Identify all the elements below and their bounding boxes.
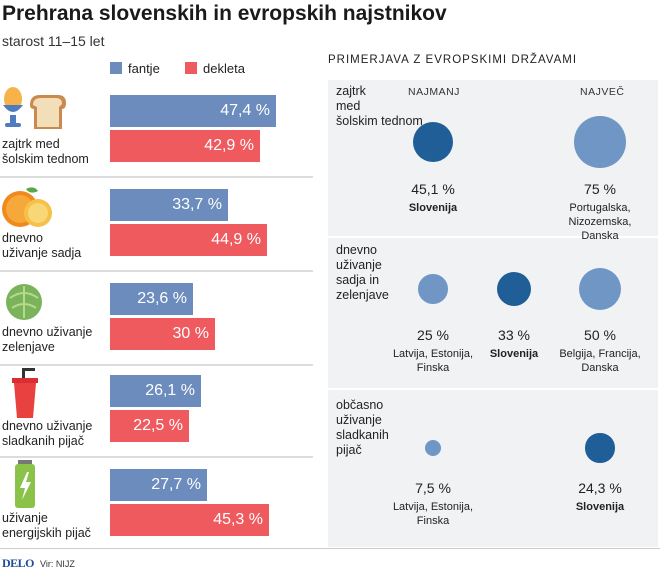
- orange-fruit-icon: [2, 187, 52, 227]
- publisher-logo: DELO: [2, 556, 35, 570]
- category-label-line: energijskih pijač: [2, 526, 91, 540]
- bar-girls: 45,3 %: [110, 504, 269, 536]
- bubble-country-label: Slovenija: [575, 501, 625, 513]
- source-note: Vir: NIJZ: [40, 558, 75, 569]
- bar-girls: 44,9 %: [110, 224, 267, 256]
- legend-label-girls: dekleta: [203, 60, 245, 76]
- bar-value-label: 45,3 %: [213, 511, 263, 528]
- bar-value-label: 22,5 %: [133, 417, 183, 434]
- bubble-value-label: 50 %: [584, 327, 616, 343]
- comparison-divider: [328, 236, 658, 238]
- bubble-value-label: 45,1 %: [411, 181, 455, 197]
- bubble-country-label: Latvija, Estonija, Finska: [392, 348, 474, 374]
- category-label-line: uživanje sadja: [2, 246, 82, 260]
- category-label-line: dnevno uživanje: [2, 325, 93, 339]
- bubble-value-label: 33 %: [498, 327, 530, 343]
- category-label-line: sladkanih pijač: [2, 434, 84, 448]
- bubble-point: [413, 122, 453, 162]
- category-label-line: dnevno uživanje: [2, 419, 93, 433]
- comparison-label-line: občasno: [336, 398, 384, 412]
- category-label-line: šolskim tednom: [2, 152, 89, 166]
- chart-title: Prehrana slovenskih in evropskih najstni…: [2, 2, 447, 25]
- bar-value-label: 47,4 %: [220, 102, 270, 119]
- footer: DELO Vir: NIJZ: [2, 556, 75, 571]
- row-divider: [0, 456, 313, 458]
- category-label-line: dnevno: [2, 231, 44, 245]
- bubble-country-label: Slovenija: [408, 202, 458, 214]
- legend-boys: fantje: [110, 60, 160, 76]
- category-label-vegetables: dnevno uživanje zelenjave: [2, 325, 92, 355]
- bubble-point: [496, 271, 532, 307]
- category-label-fruit: dnevno uživanje sadja: [2, 231, 81, 261]
- legend-swatch-boys: [110, 62, 122, 74]
- category-label-energy-drinks: uživanje energijskih pijač: [2, 511, 91, 541]
- legend-swatch-girls: [185, 62, 197, 74]
- comparison-label-line: dnevno: [336, 243, 378, 257]
- bubble-point: [418, 274, 448, 304]
- bubble-point: [578, 267, 621, 310]
- bar-boys: 47,4 %: [110, 95, 276, 127]
- comparison-label-line: pijač: [336, 443, 362, 457]
- bar-value-label: 27,7 %: [151, 476, 201, 493]
- legend-girls: dekleta: [185, 60, 245, 76]
- column-header-max: NAJVEČ: [580, 86, 625, 98]
- comparison-label-sugary-drinks: občasno uživanje sladkanih pijač: [336, 398, 389, 458]
- comparison-label-line: zajtrk: [336, 84, 366, 98]
- bubble-point: [585, 433, 615, 463]
- column-header-min: NAJMANJ: [408, 86, 460, 98]
- bar-girls: 22,5 %: [110, 410, 189, 442]
- bubble-country-label: Latvija, Estonija, Finska: [392, 501, 474, 527]
- bar-boys: 23,6 %: [110, 283, 193, 315]
- bar-boys: 26,1 %: [110, 375, 201, 407]
- chart-subtitle: starost 11–15 let: [2, 33, 105, 49]
- comparison-label-line: zelenjave: [336, 288, 389, 302]
- bar-value-label: 30 %: [172, 325, 209, 342]
- comparison-label-fruit-veg: dnevno uživanje sadja in zelenjave: [336, 243, 389, 303]
- category-label-breakfast: zajtrk med šolskim tednom: [2, 137, 89, 167]
- bar-value-label: 44,9 %: [211, 231, 261, 248]
- bubble-country-label: Belgija, Francija, Danska: [559, 348, 641, 374]
- bubble-country-label: Portugalska, Nizozemska, Danska: [568, 202, 632, 242]
- comparison-label-line: uživanje: [336, 413, 382, 427]
- bar-value-label: 26,1 %: [145, 382, 195, 399]
- category-label-line: zelenjave: [2, 340, 55, 354]
- comparison-label-breakfast: zajtrk med šolskim tednom: [336, 84, 423, 129]
- cabbage-icon: [6, 284, 42, 320]
- bar-boys: 27,7 %: [110, 469, 207, 501]
- comparison-label-line: sladkanih: [336, 428, 389, 442]
- row-divider: [0, 364, 313, 366]
- bubble-value-label: 24,3 %: [578, 480, 622, 496]
- bubble-value-label: 7,5 %: [415, 480, 451, 496]
- bubble-country-label: Slovenija: [489, 348, 539, 360]
- bubble-point: [424, 439, 442, 457]
- comparison-divider: [328, 388, 658, 390]
- footer-divider: [0, 548, 660, 549]
- bar-value-label: 33,7 %: [172, 196, 222, 213]
- bar-value-label: 42,9 %: [204, 137, 254, 154]
- row-divider: [0, 270, 313, 272]
- category-label-sugary-drinks: dnevno uživanje sladkanih pijač: [2, 419, 92, 449]
- bar-boys: 33,7 %: [110, 189, 228, 221]
- comparison-label-line: med: [336, 99, 361, 113]
- comparison-label-line: sadja in: [336, 273, 380, 287]
- bubble-point: [574, 116, 626, 168]
- comparison-label-line: šolskim tednom: [336, 114, 423, 128]
- comparison-label-line: uživanje: [336, 258, 382, 272]
- category-label-line: zajtrk med: [2, 137, 60, 151]
- category-label-line: uživanje: [2, 511, 48, 525]
- legend-label-boys: fantje: [128, 60, 160, 76]
- bubble-value-label: 25 %: [417, 327, 449, 343]
- egg-cup-and-bread-icon: [3, 87, 66, 129]
- bar-value-label: 23,6 %: [137, 290, 187, 307]
- bubble-value-label: 75 %: [584, 181, 616, 197]
- soda-cup-icon: [12, 368, 38, 418]
- energy-drink-can-icon: [15, 460, 35, 508]
- comparison-heading: PRIMERJAVA Z EVROPSKIMI DRŽAVAMI: [328, 54, 578, 66]
- row-divider: [0, 176, 313, 178]
- bar-girls: 30 %: [110, 318, 215, 350]
- bar-girls: 42,9 %: [110, 130, 260, 162]
